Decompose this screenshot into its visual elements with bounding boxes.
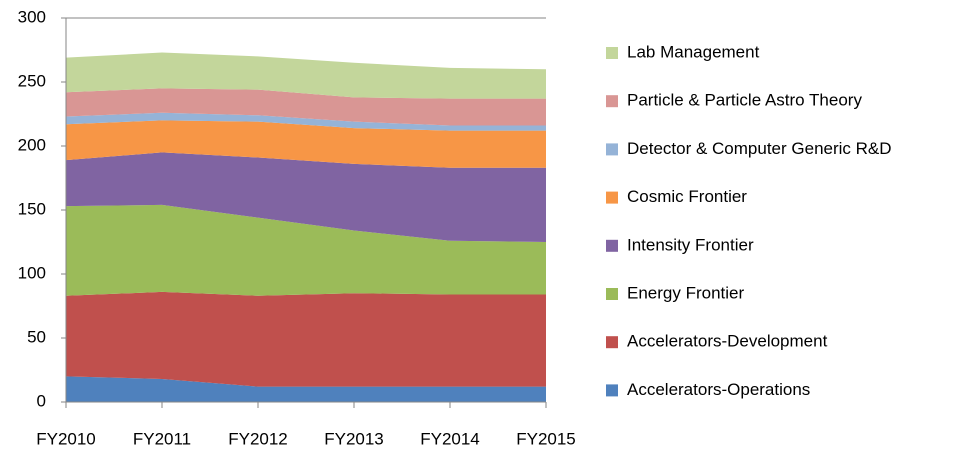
legend-swatch xyxy=(606,143,618,156)
legend-swatch xyxy=(606,288,618,300)
x-tick-label: FY2011 xyxy=(133,429,191,448)
legend-swatch xyxy=(606,191,618,204)
x-tick-label: FY2015 xyxy=(516,429,576,448)
legend-label: Particle & Particle Astro Theory xyxy=(627,91,862,110)
legend-swatch xyxy=(606,239,618,252)
legend-label: Accelerators-Operations xyxy=(627,380,810,399)
y-tick-label: 0 xyxy=(37,391,46,410)
legend-label: Detector & Computer Generic R&D xyxy=(627,139,892,158)
area xyxy=(66,52,546,99)
area xyxy=(66,376,546,402)
legend-swatch xyxy=(606,336,618,349)
y-tick-label: 200 xyxy=(18,135,46,154)
area xyxy=(66,112,546,131)
legend-label: Intensity Frontier xyxy=(627,235,754,254)
y-tick-label: 150 xyxy=(18,199,46,218)
y-tick-label: 50 xyxy=(27,327,46,346)
x-tick-label: FY2013 xyxy=(324,429,384,448)
legend-label: Lab Management xyxy=(627,42,760,61)
x-tick-label: FY2010 xyxy=(36,429,96,448)
area xyxy=(66,204,546,296)
area xyxy=(66,152,546,242)
legend-label: Cosmic Frontier xyxy=(627,187,747,206)
legend-label: Energy Frontier xyxy=(627,283,744,302)
legend-swatch xyxy=(606,95,618,108)
legend-swatch xyxy=(606,47,618,59)
y-tick-label: 100 xyxy=(18,263,46,282)
area xyxy=(66,291,546,387)
x-tick-label: FY2014 xyxy=(420,429,480,448)
legend-label: Accelerators-Development xyxy=(627,332,828,351)
y-tick-label: 250 xyxy=(18,71,46,90)
y-tick-label: 300 xyxy=(18,7,46,26)
area xyxy=(66,120,546,168)
area xyxy=(66,88,546,126)
legend-swatch xyxy=(606,384,618,397)
x-tick-label: FY2012 xyxy=(228,429,288,448)
